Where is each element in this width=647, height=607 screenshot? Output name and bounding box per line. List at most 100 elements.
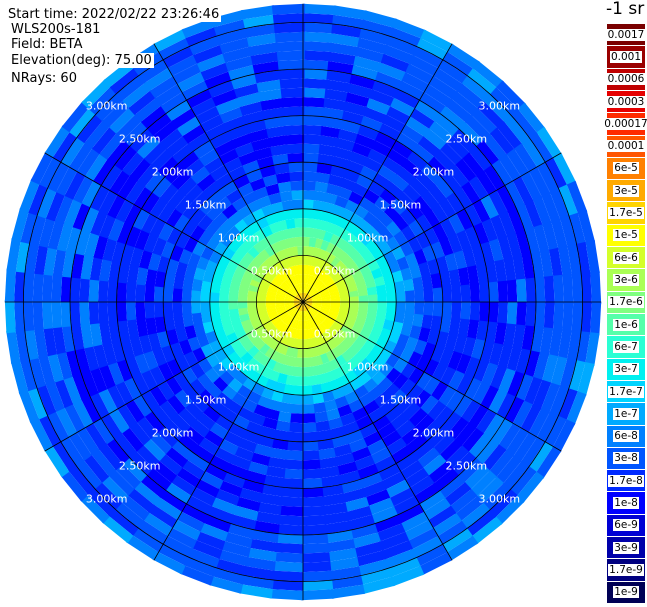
data-cell: [153, 497, 182, 520]
data-cell: [488, 489, 518, 519]
data-cell: [449, 489, 478, 515]
data-cell: [379, 327, 392, 341]
data-cell: [427, 461, 453, 484]
data-cell: [191, 278, 203, 292]
data-cell: [405, 252, 419, 269]
data-cell: [502, 460, 530, 491]
data-cell: [520, 171, 543, 202]
data-cell: [182, 312, 194, 328]
data-cell: [497, 302, 508, 325]
data-cell: [361, 19, 395, 37]
data-cell: [386, 220, 402, 237]
data-cell: [389, 389, 407, 407]
data-cell: [377, 302, 387, 312]
data-cell: [288, 422, 303, 433]
data-cell: [184, 263, 197, 279]
data-cell: [151, 405, 172, 427]
data-cell: [322, 201, 336, 214]
data-cell: [270, 350, 281, 362]
data-cell: [412, 143, 435, 165]
data-cell: [245, 119, 268, 134]
data-cell: [384, 205, 401, 222]
data-cell: [467, 265, 480, 286]
data-cell: [349, 523, 378, 540]
data-cell: [567, 243, 582, 276]
data-cell: [214, 327, 227, 340]
data-cell: [330, 575, 364, 590]
data-cell: [403, 312, 415, 326]
data-cell: [364, 315, 376, 326]
data-cell: [285, 346, 294, 357]
data-cell: [120, 494, 150, 521]
data-cell: [257, 287, 268, 295]
data-cell: [328, 286, 339, 294]
data-cell: [295, 295, 303, 302]
data-cell: [169, 341, 184, 359]
data-cell: [99, 258, 112, 282]
data-cell: [159, 399, 179, 421]
data-cell: [361, 576, 396, 595]
data-cell: [383, 44, 415, 65]
data-cell: [171, 169, 192, 190]
data-cell: [121, 426, 144, 452]
data-cell: [281, 269, 290, 280]
data-cell: [301, 561, 332, 573]
data-cell: [440, 106, 467, 130]
data-cell: [101, 163, 123, 191]
data-cell: [267, 399, 282, 412]
data-cell: [247, 345, 260, 358]
data-cell: [319, 322, 328, 333]
data-cell: [362, 480, 387, 498]
data-cell: [308, 237, 317, 248]
data-cell: [244, 470, 267, 485]
data-cell: [381, 430, 402, 448]
data-cell: [498, 211, 517, 238]
data-cell: [542, 221, 559, 252]
data-cell: [390, 97, 417, 118]
data-cell: [253, 186, 270, 200]
data-cell: [303, 294, 310, 302]
data-cell: [549, 188, 570, 221]
data-cell: [348, 263, 360, 275]
data-cell: [414, 544, 448, 567]
data-cell: [80, 322, 94, 349]
data-cell: [288, 318, 296, 328]
data-cell: [114, 501, 145, 529]
range-label: 3.00km: [86, 492, 128, 505]
data-cell: [265, 270, 276, 281]
data-cell: [308, 286, 316, 296]
data-cell: [193, 322, 206, 337]
data-cell: [215, 391, 232, 408]
data-cell: [438, 385, 457, 408]
data-cell: [378, 123, 402, 142]
data-cell: [384, 310, 396, 322]
data-cell: [129, 246, 144, 268]
data-cell: [395, 419, 416, 439]
data-cell: [297, 246, 304, 256]
range-label: 0.50km: [314, 265, 356, 278]
data-cell: [320, 305, 331, 311]
data-cell: [510, 108, 538, 140]
data-cell: [359, 472, 383, 489]
data-cell: [515, 348, 531, 376]
data-cell: [76, 426, 100, 456]
data-cell: [312, 346, 321, 357]
data-cell: [228, 293, 239, 302]
data-cell: [375, 284, 387, 295]
data-cell: [275, 172, 292, 184]
data-cell: [289, 276, 296, 286]
data-cell: [256, 296, 266, 302]
colorbar-swatch: 3e-8: [607, 447, 645, 470]
data-cell: [194, 478, 220, 498]
data-cell: [424, 227, 440, 246]
data-cell: [296, 348, 303, 358]
data-cell: [68, 464, 96, 496]
data-cell: [321, 484, 344, 497]
data-cell: [293, 284, 300, 294]
colorbar-swatch: 1e-5: [607, 224, 645, 247]
data-cell: [410, 108, 436, 130]
data-cell: [190, 165, 211, 185]
data-cell: [291, 319, 298, 329]
data-cell: [89, 322, 103, 347]
data-cell: [287, 227, 297, 239]
